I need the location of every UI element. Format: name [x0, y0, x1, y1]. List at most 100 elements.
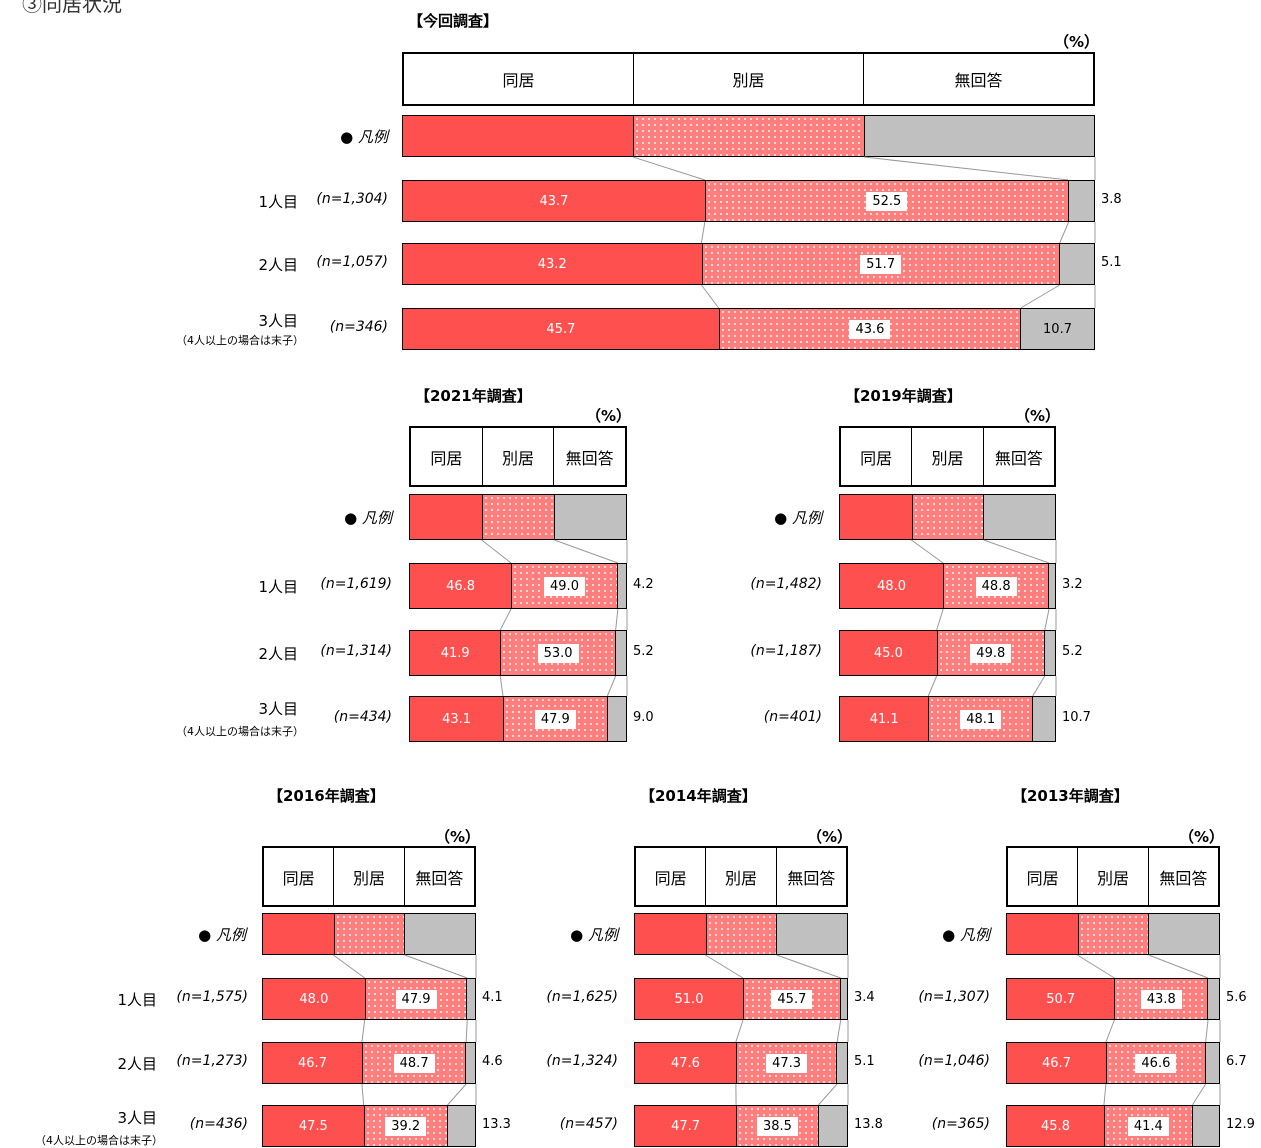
connector-line — [1192, 1084, 1205, 1105]
bar-segment-cohabit: 46.8 — [410, 564, 511, 608]
data-label-cohabit: 47.5 — [299, 1119, 328, 1134]
bar-segment-separate: 38.5 — [736, 1106, 818, 1146]
sample-size-label: (n=434) — [292, 709, 392, 725]
connector-line — [1021, 285, 1060, 308]
chart-title: 【2016年調査】 — [268, 785, 385, 806]
data-label-separate: 49.8 — [970, 644, 1011, 663]
connector-line — [405, 955, 468, 978]
data-label-cohabit: 43.2 — [538, 257, 567, 272]
sample-size-label: (n=1,304) — [288, 191, 388, 207]
data-label-cohabit: 46.8 — [446, 579, 475, 594]
chart-title: 【2019年調査】 — [845, 385, 962, 406]
row-note: （4人以上の場合は末子） — [114, 723, 304, 739]
legend-bar — [409, 494, 627, 540]
sample-size-label: (n=1,324) — [518, 1053, 618, 1069]
bar-segment-separate: 48.1 — [928, 697, 1032, 741]
sample-size-label: (n=365) — [890, 1116, 990, 1132]
data-label-separate: 53.0 — [538, 644, 579, 663]
legend-bar — [402, 115, 1095, 157]
data-label-separate: 41.4 — [1128, 1117, 1169, 1136]
bar-segment-separate: 51.7 — [702, 244, 1059, 284]
bar-segment-separate: 53.0 — [500, 631, 614, 675]
category-label: 別居 — [483, 428, 555, 485]
data-label-no-answer: 13.8 — [854, 1117, 883, 1132]
data-label-no-answer: 13.3 — [482, 1117, 511, 1132]
category-label: 同居 — [404, 54, 634, 104]
data-label-no-answer: 4.1 — [482, 990, 503, 1005]
bar-segment-cohabit: 46.7 — [263, 1043, 362, 1083]
sample-size-label: (n=401) — [722, 709, 822, 725]
unit-label: （%） — [1039, 31, 1099, 52]
chart-title: 【2013年調査】 — [1012, 785, 1129, 806]
data-label-separate: 46.6 — [1135, 1054, 1176, 1073]
row-label: 3人目 — [218, 310, 298, 331]
bar-segment-cohabit: 46.7 — [1007, 1043, 1106, 1083]
legend-label: ● 凡例 — [732, 507, 822, 528]
legend-swatch-cohabit — [635, 914, 706, 954]
row-label: 1人目 — [218, 576, 298, 597]
data-label-cohabit: 51.0 — [675, 992, 704, 1007]
data-label-cohabit: 41.1 — [870, 712, 899, 727]
sample-size-label: (n=457) — [518, 1116, 618, 1132]
chart-title: 【2014年調査】 — [640, 785, 757, 806]
connector-line — [1060, 222, 1069, 243]
category-header: 同居別居無回答 — [402, 52, 1095, 106]
bar-segment-cohabit: 45.7 — [403, 309, 719, 349]
connector-line — [482, 540, 511, 563]
data-label-no-answer: 5.2 — [1062, 644, 1083, 659]
legend-swatch-cohabit — [403, 116, 633, 156]
legend-swatch-no-answer — [776, 914, 847, 954]
bar-segment-no-answer — [1205, 1043, 1219, 1083]
data-label-separate: 48.7 — [394, 1054, 435, 1073]
bar-segment-separate: 49.0 — [511, 564, 617, 608]
category-label: 同居 — [636, 848, 706, 905]
category-header: 同居別居無回答 — [262, 846, 476, 907]
sample-size-label: (n=1,187) — [722, 643, 822, 659]
sample-size-label: (n=1,057) — [288, 254, 388, 270]
category-label: 無回答 — [405, 848, 474, 905]
sample-size-label: (n=1,619) — [292, 576, 392, 592]
category-label: 別居 — [912, 428, 983, 485]
legend-label: ● 凡例 — [302, 507, 392, 528]
connector-line — [701, 222, 704, 243]
connector-line — [1106, 1020, 1114, 1042]
category-label: 別居 — [634, 54, 864, 104]
bar-segment-no-answer — [466, 979, 475, 1019]
bar-segment-cohabit: 43.7 — [403, 181, 705, 221]
connector-line — [705, 955, 743, 978]
bar-segment-separate: 49.8 — [937, 631, 1044, 675]
connector-line — [1104, 1084, 1106, 1105]
stacked-bar: 46.7 46.6 — [1006, 1042, 1220, 1084]
chart-title: 【今回調査】 — [408, 10, 498, 31]
connector-line — [500, 676, 503, 696]
connector-line — [864, 157, 1069, 180]
data-label-no-answer: 3.2 — [1062, 577, 1083, 592]
stacked-bar: 45.0 49.8 — [839, 630, 1056, 676]
bar-segment-separate: 52.5 — [705, 181, 1068, 221]
bar-segment-no-answer — [1207, 979, 1219, 1019]
data-label-cohabit: 48.0 — [299, 992, 328, 1007]
bar-segment-cohabit: 51.0 — [635, 979, 743, 1019]
row-label: 2人目 — [218, 643, 298, 664]
data-label-cohabit: 47.7 — [671, 1119, 700, 1134]
sample-size-label: (n=1,046) — [890, 1053, 990, 1069]
data-label-cohabit: 45.0 — [874, 646, 903, 661]
data-label-no-answer: 5.6 — [1226, 990, 1247, 1005]
data-label-cohabit: 48.0 — [877, 579, 906, 594]
bar-segment-separate: 41.4 — [1104, 1106, 1192, 1146]
connector-line — [837, 1020, 841, 1042]
chart-title: 【2021年調査】 — [415, 385, 532, 406]
data-label-cohabit: 43.7 — [540, 194, 569, 209]
legend-swatch-separate — [912, 495, 984, 539]
legend-swatch-no-answer — [404, 914, 475, 954]
bar-segment-no-answer: 10.7 — [1020, 309, 1094, 349]
section-heading: ③同居状況 — [22, 0, 122, 17]
legend-swatch-cohabit — [410, 495, 482, 539]
data-label-cohabit: 50.7 — [1046, 992, 1075, 1007]
row-note: （4人以上の場合は末子） — [114, 332, 304, 348]
